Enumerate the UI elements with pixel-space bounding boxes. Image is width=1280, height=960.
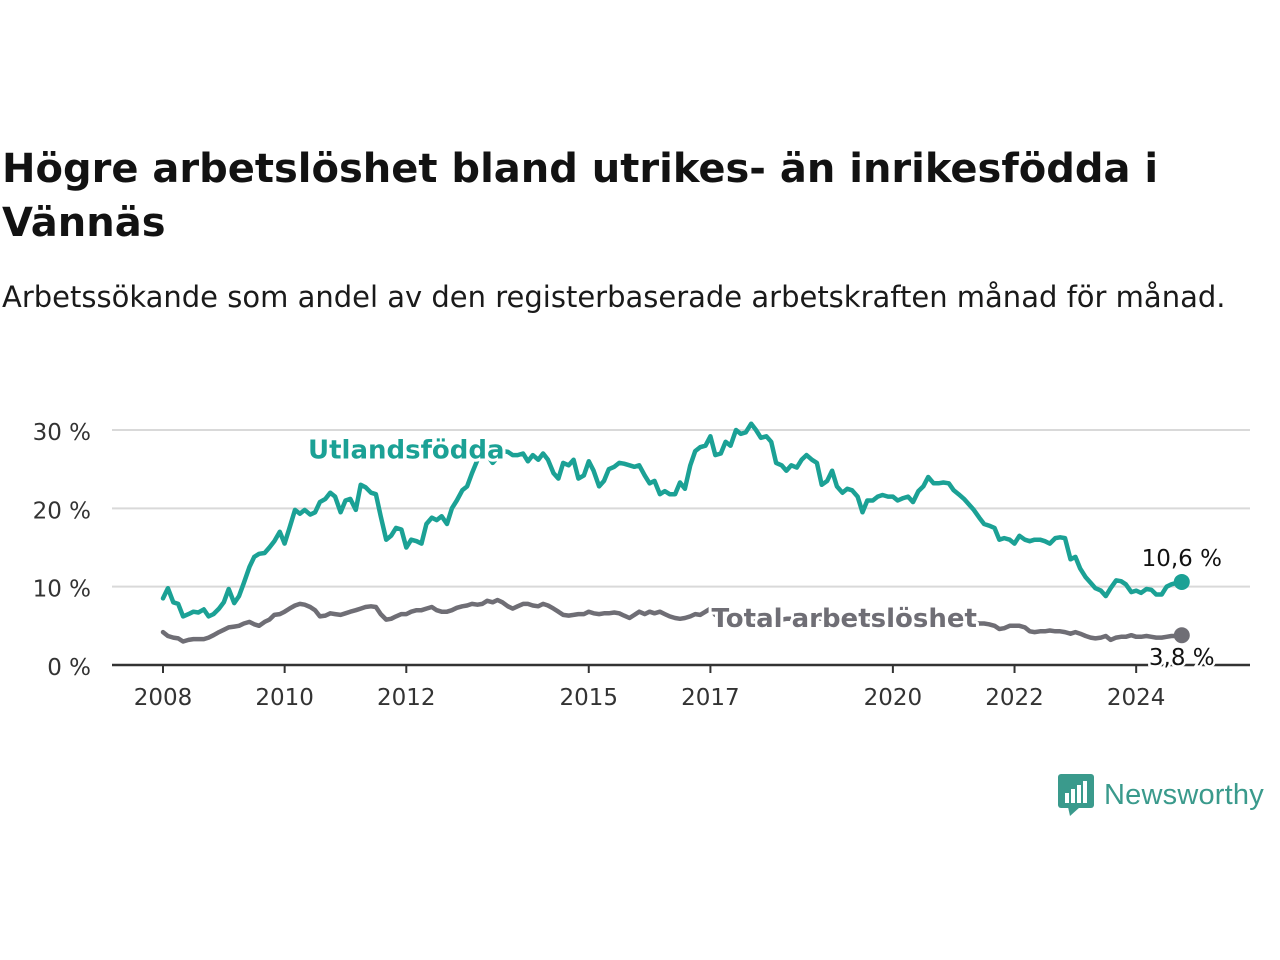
x-tick-label: 2017 [681,685,740,711]
series-line [160,421,1185,619]
y-tick-label: 10 % [33,577,91,603]
series-name-label: Total arbetslöshet [712,604,977,634]
y-tick-label: 30 % [33,420,91,446]
newsworthy-logo-icon [1058,774,1094,816]
series-name-label: Utlandsfödda [308,436,505,466]
series-end-point [1173,573,1190,590]
x-tick-label: 2008 [134,685,193,711]
series-end-value-label: 10,6 % [1142,546,1222,572]
series-labels: Utlandsfödda Total arbetslöshet 10,6 % 3,8 … [305,433,1224,674]
brand-name: Newsworthy [1104,778,1264,811]
gridlines [112,429,1250,588]
x-tick-label: 2010 [255,685,314,711]
series-end-point [1173,627,1190,644]
series-end-value-label: 3,8 % [1149,645,1215,671]
newsworthy-brand: Newsworthy [1058,772,1264,818]
chart-title: Högre arbetslöshet bland utrikes- än inr… [2,146,1159,246]
x-tick-label: 2015 [559,685,618,711]
x-tick-label: 2024 [1107,685,1166,711]
series-lines [160,421,1190,644]
series-line [160,597,1185,644]
x-tick-label: 2022 [985,685,1044,711]
axes: 0 % 10 % 20 % 30 % 2008 2010 2012 2015 2017 2020 2… [33,420,1250,711]
x-tick-label: 2012 [377,685,436,711]
chart-subtitle: Arbetssökande som andel av den registerb… [2,280,1226,314]
y-tick-label: 0 % [47,655,91,681]
x-tick-label: 2020 [864,685,923,711]
y-tick-label: 20 % [33,498,91,524]
